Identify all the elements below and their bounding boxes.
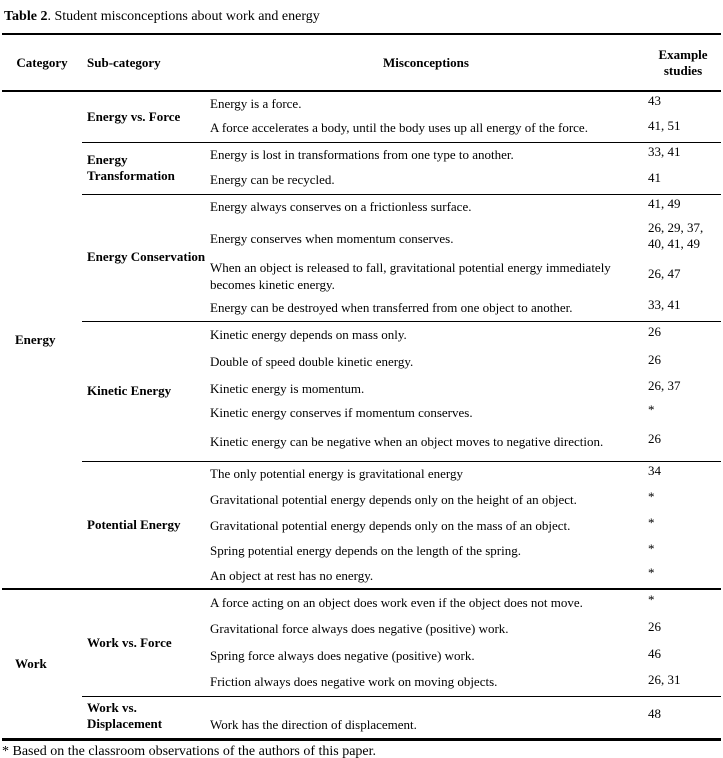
table-title-text: . Student misconceptions about work and … xyxy=(47,9,320,24)
misconception-cell: Energy can be recycled. xyxy=(210,172,335,188)
misconception-cell: A force accelerates a body, until the bo… xyxy=(210,120,588,136)
misconception-cell: Kinetic energy is momentum. xyxy=(210,380,365,396)
table-row: Energy can be destroyed when transferred… xyxy=(2,296,721,321)
column-header-misconceptions: Misconceptions xyxy=(207,34,645,92)
misconception-cell: Gravitational potential energy depends o… xyxy=(210,517,571,533)
table-row: When an object is released to fall, grav… xyxy=(2,258,721,296)
table-row: Double of speed double kinetic energy. 2… xyxy=(2,349,721,376)
table-row: Energy Conservation Energy always conser… xyxy=(2,193,721,321)
table-row: Energy can be recycled. 41 xyxy=(2,168,721,194)
subcategory-cell: Kinetic Energy xyxy=(82,320,207,461)
misconception-cell: Energy conserves when momentum conserves… xyxy=(210,230,454,246)
example-studies-cell: 41, 49 xyxy=(645,193,721,220)
subcategory-cell: Energy Conservation xyxy=(82,193,207,321)
table-row: Spring force always does negative (posit… xyxy=(2,643,721,670)
misconception-cell: Kinetic energy conserves if momentum con… xyxy=(210,404,473,420)
header-row: Category Sub-category Misconceptions Exa… xyxy=(2,34,721,92)
misconceptions-table: Category Sub-category Misconceptions Exa… xyxy=(2,33,721,741)
example-studies-cell: * xyxy=(648,515,655,531)
example-studies-cell: 26 xyxy=(645,320,721,349)
example-studies-cell: 46 xyxy=(648,645,661,661)
example-studies-cell: 26, 29, 37, 40, 41, 49 xyxy=(648,220,704,251)
misconception-cell: Energy is a force. xyxy=(210,95,302,111)
example-studies-cell: 33, 41 xyxy=(648,297,681,313)
example-studies-cell: 26 xyxy=(648,351,661,367)
table-row: Work vs. Displacement Work has the direc… xyxy=(2,695,721,739)
misconception-cell: Gravitational force always does negative… xyxy=(210,621,509,637)
table-row: Kinetic energy conserves if momentum con… xyxy=(2,402,721,424)
table-row: An object at rest has no energy. * xyxy=(2,564,721,589)
example-studies-cell: 26 xyxy=(648,431,661,447)
table-row: Energy conserves when momentum conserves… xyxy=(2,220,721,258)
table-row: Energy Energy vs. Force Energy is a forc… xyxy=(2,91,721,347)
table-footnote: * Based on the classroom observations of… xyxy=(2,743,377,758)
subcategory-cell: Work vs. Force xyxy=(82,588,207,696)
category-cell: Work xyxy=(2,588,82,739)
example-studies-cell: 26, 31 xyxy=(648,671,681,687)
example-studies-cell: * xyxy=(645,588,721,616)
example-studies-cell: 26 xyxy=(648,618,661,634)
example-studies-cell: 48 xyxy=(645,695,721,739)
table-row: Kinetic energy is momentum. 26, 37 xyxy=(2,376,721,402)
example-studies-cell: 41 xyxy=(648,169,661,185)
column-header-category: Category xyxy=(2,34,82,92)
misconception-cell: When an object is released to fall, grav… xyxy=(210,260,611,292)
table-row: Work Work vs. Force A force acting on an… xyxy=(2,588,721,739)
example-studies-cell: 34 xyxy=(645,460,721,487)
example-studies-cell: * xyxy=(648,565,655,581)
subcategory-cell: Energy vs. Force xyxy=(87,108,181,124)
misconception-cell: Energy always conserves on a frictionles… xyxy=(207,193,645,220)
example-studies-cell: 26, 47 xyxy=(648,266,681,282)
table-title-label: Table 2 xyxy=(4,9,48,24)
category-cell: Energy xyxy=(15,332,56,347)
misconception-cell: Kinetic energy depends on mass only. xyxy=(207,320,645,349)
table-row: Potential Energy The only potential ener… xyxy=(2,460,721,589)
table-row: Kinetic Energy Kinetic energy depends on… xyxy=(2,320,721,461)
misconception-cell: Spring force always does negative (posit… xyxy=(210,648,475,664)
table-row: Friction always does negative work on mo… xyxy=(2,670,721,696)
table-row: Gravitational force always does negative… xyxy=(2,616,721,643)
example-studies-cell: 33, 41 xyxy=(645,141,721,168)
table-row: Gravitational potential energy depends o… xyxy=(2,513,721,539)
misconception-cell: Friction always does negative work on mo… xyxy=(210,674,498,690)
subcategory-cell: Potential Energy xyxy=(82,460,207,589)
table-row: Spring potential energy depends on the l… xyxy=(2,539,721,564)
subcategory-cell: Work vs. Displacement xyxy=(82,695,207,739)
example-studies-cell: * xyxy=(648,489,655,505)
misconception-cell: Spring potential energy depends on the l… xyxy=(210,543,521,559)
table-row: A force accelerates a body, until the bo… xyxy=(2,116,721,142)
table-row: Kinetic energy can be negative when an o… xyxy=(2,424,721,461)
misconception-cell: The only potential energy is gravitation… xyxy=(207,460,645,487)
misconception-cell: Gravitational potential energy depends o… xyxy=(210,491,577,507)
example-studies-cell: 43 xyxy=(648,93,661,109)
misconception-cell: A force acting on an object does work ev… xyxy=(207,588,645,616)
misconception-cell: Work has the direction of displacement. xyxy=(207,695,645,739)
subcategory-cell: Energy Transformation xyxy=(82,141,207,194)
example-studies-cell: * xyxy=(648,540,655,556)
table-title: Table 2. Student misconceptions about wo… xyxy=(4,8,723,26)
column-header-example-studies: Example studies xyxy=(645,34,721,92)
example-studies-cell: * xyxy=(648,402,655,418)
table-row: Energy Transformation Energy is lost in … xyxy=(2,141,721,194)
example-studies-cell: 41, 51 xyxy=(648,117,681,133)
misconception-cell: An object at rest has no energy. xyxy=(210,567,374,583)
table-row: Gravitational potential energy depends o… xyxy=(2,487,721,513)
misconception-cell: Double of speed double kinetic energy. xyxy=(210,354,414,370)
misconception-cell: Energy is lost in transformations from o… xyxy=(207,141,645,168)
misconception-cell: Kinetic energy can be negative when an o… xyxy=(210,433,604,449)
example-studies-cell: 26, 37 xyxy=(648,378,681,394)
misconception-cell: Energy can be destroyed when transferred… xyxy=(210,299,573,315)
column-header-subcategory: Sub-category xyxy=(82,34,207,92)
